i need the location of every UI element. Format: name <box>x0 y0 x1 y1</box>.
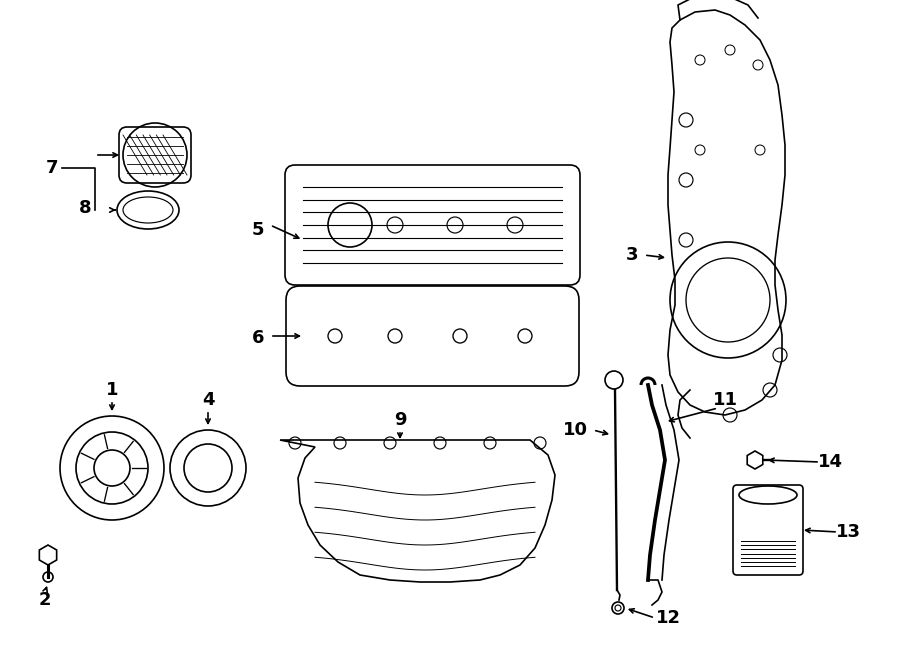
FancyBboxPatch shape <box>286 286 579 386</box>
Text: 9: 9 <box>394 411 406 429</box>
Text: 2: 2 <box>39 591 51 609</box>
Text: 1: 1 <box>106 381 118 399</box>
Text: 13: 13 <box>835 523 860 541</box>
Text: 5: 5 <box>252 221 265 239</box>
Text: 4: 4 <box>202 391 214 409</box>
Text: 3: 3 <box>626 246 638 264</box>
FancyBboxPatch shape <box>285 165 580 285</box>
Text: 7: 7 <box>46 159 58 177</box>
Text: 11: 11 <box>713 391 737 409</box>
FancyBboxPatch shape <box>733 485 803 575</box>
Polygon shape <box>40 545 57 565</box>
Text: 8: 8 <box>78 199 91 217</box>
FancyBboxPatch shape <box>119 127 191 183</box>
Polygon shape <box>747 451 763 469</box>
Text: 14: 14 <box>817 453 842 471</box>
Text: 10: 10 <box>562 421 588 439</box>
Text: 12: 12 <box>655 609 680 627</box>
Text: 6: 6 <box>252 329 265 347</box>
